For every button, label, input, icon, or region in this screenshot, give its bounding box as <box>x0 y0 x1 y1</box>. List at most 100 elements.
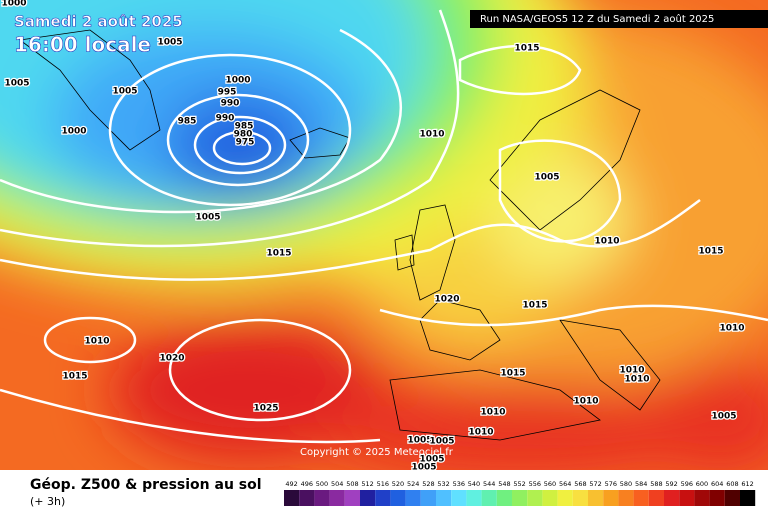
scale-swatch <box>390 490 406 506</box>
scale-swatch <box>648 490 664 506</box>
scale-swatch <box>284 490 300 506</box>
scale-label: 600 <box>696 480 708 488</box>
isobar-label: 1010 <box>468 428 493 438</box>
scale-swatch <box>527 490 543 506</box>
footer-title: Géop. Z500 & pression au sol <box>30 477 262 493</box>
isobar-label: 985 <box>178 117 197 127</box>
scale-swatch <box>694 490 710 506</box>
scale-swatch <box>375 490 391 506</box>
scale-swatch <box>329 490 345 506</box>
isobar-label: 1010 <box>573 397 598 407</box>
scale-label: 588 <box>650 480 662 488</box>
scale-label: 560 <box>544 480 556 488</box>
isobar-label: 975 <box>236 138 255 148</box>
scale-swatch <box>360 490 376 506</box>
scale-label: 516 <box>377 480 389 488</box>
scale-label: 612 <box>741 480 753 488</box>
isobar-label: 1015 <box>522 301 547 311</box>
scale-label: 604 <box>711 480 723 488</box>
scale-swatch <box>618 490 634 506</box>
scale-swatch <box>542 490 558 506</box>
run-banner <box>470 10 768 28</box>
scale-swatch <box>466 490 482 506</box>
scale-label: 524 <box>407 480 419 488</box>
scale-label: 596 <box>681 480 693 488</box>
scale-swatch <box>709 490 725 506</box>
isobar-label: 1010 <box>594 237 619 247</box>
isobar-label: 1015 <box>266 249 291 259</box>
scale-label: 536 <box>453 480 465 488</box>
footer-subtitle: (+ 3h) <box>30 495 65 508</box>
scale-swatch <box>603 490 619 506</box>
isobar-label: 1015 <box>500 369 525 379</box>
isobar-label: 1010 <box>419 130 444 140</box>
isobar-label: 1020 <box>159 354 184 364</box>
scale-label: 540 <box>468 480 480 488</box>
scale-swatch <box>588 490 604 506</box>
scale-label: 564 <box>559 480 571 488</box>
scale-label: 568 <box>574 480 586 488</box>
scale-label: 504 <box>331 480 343 488</box>
scale-label: 512 <box>361 480 373 488</box>
scale-swatch <box>740 490 756 506</box>
scale-label: 584 <box>635 480 647 488</box>
isobar-label: 1000 <box>225 76 250 86</box>
scale-swatch <box>633 490 649 506</box>
scale-swatch <box>481 490 497 506</box>
isobar-label: 1025 <box>253 404 278 414</box>
isobar-label: 1005 <box>419 455 444 465</box>
isobar-label: 1015 <box>62 372 87 382</box>
isobar-label: 990 <box>216 114 235 124</box>
scale-swatch <box>512 490 528 506</box>
scale-swatch <box>436 490 452 506</box>
isobar-label: 1005 <box>534 173 559 183</box>
scale-swatch <box>557 490 573 506</box>
isobar-label: 1005 <box>157 38 182 48</box>
isobar-label: 1015 <box>514 44 539 54</box>
scale-label: 520 <box>392 480 404 488</box>
isobar-label: 1015 <box>698 247 723 257</box>
scale-label: 572 <box>589 480 601 488</box>
isobars <box>0 9 768 444</box>
scale-swatch <box>420 490 436 506</box>
scale-label: 576 <box>605 480 617 488</box>
scale-swatch <box>572 490 588 506</box>
isobar-label: 995 <box>218 88 237 98</box>
scale-swatch <box>724 490 740 506</box>
isobar-label: 1005 <box>195 213 220 223</box>
isobar-label: 1005 <box>429 437 454 447</box>
isobar-label: 1010 <box>624 375 649 385</box>
isobar-label: 990 <box>221 99 240 109</box>
map-field <box>0 0 768 480</box>
scale-swatch <box>451 490 467 506</box>
isobar-label: 1000 <box>1 0 26 9</box>
isobar-label: 1020 <box>434 295 459 305</box>
isobar-label: 980 <box>234 130 253 140</box>
scale-swatch <box>679 490 695 506</box>
scale-swatch <box>314 490 330 506</box>
scale-swatch <box>496 490 512 506</box>
isobar-label: 1010 <box>480 408 505 418</box>
scale-label: 496 <box>301 480 313 488</box>
isobar-label: 1010 <box>84 337 109 347</box>
scale-swatch <box>405 490 421 506</box>
isobar-label: 1005 <box>112 87 137 97</box>
color-scale: 492 496 500 504 508 512 516 520 524 528 532 536 540 5… <box>284 480 756 506</box>
date: Samedi 2 août 2025 <box>14 13 183 31</box>
scale-label: 508 <box>346 480 358 488</box>
scale-label: 528 <box>422 480 434 488</box>
scale-swatch <box>344 490 360 506</box>
scale-swatch <box>299 490 315 506</box>
scale-label: 552 <box>513 480 525 488</box>
scale-label: 580 <box>620 480 632 488</box>
isobar-label: 1005 <box>711 412 736 422</box>
isobar-label: 985 <box>235 122 254 132</box>
isobar-label: 1010 <box>719 324 744 334</box>
scale-label: 532 <box>437 480 449 488</box>
isobar-label: 1010 <box>619 366 644 376</box>
scale-label: 500 <box>316 480 328 488</box>
date-block: Samedi 2 août 2025 16:00 locale <box>14 12 183 57</box>
scale-label: 548 <box>498 480 510 488</box>
